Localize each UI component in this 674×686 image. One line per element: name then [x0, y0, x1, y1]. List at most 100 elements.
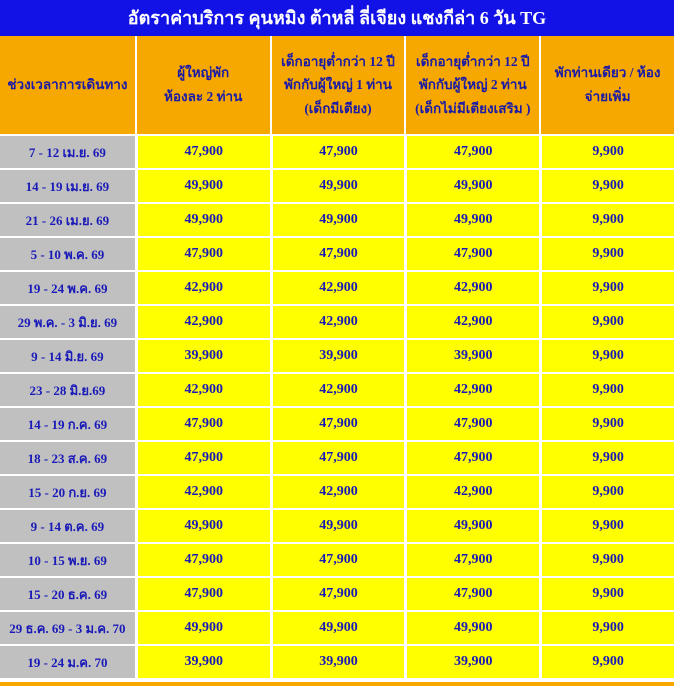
cell-child-with-2-adults: 42,900 — [404, 476, 540, 510]
cell-travel-period: 29 พ.ค. - 3 มิ.ย. 69 — [0, 306, 135, 340]
table-row: 14 - 19 เม.ย. 69 49,900 49,900 49,900 9,900 — [0, 170, 674, 204]
column-header-line: พักท่านเดียว / ห้อง — [554, 65, 661, 81]
cell-child-with-1-adult: 42,900 — [269, 306, 405, 340]
cell-child-with-2-adults: 47,900 — [404, 238, 540, 272]
cell-travel-period: 19 - 24 ม.ค. 70 — [0, 646, 135, 680]
cell-child-with-2-adults: 47,900 — [404, 408, 540, 442]
column-header-line: จ่ายเพิ่ม — [584, 89, 631, 104]
cell-child-with-2-adults: 49,900 — [404, 204, 540, 238]
column-header-child-with-2-adults: เด็กอายุต่ำกว่า 12 ปี พักกับผู้ใหญ่ 2 ท่า… — [404, 36, 540, 136]
cell-child-with-2-adults: 39,900 — [404, 340, 540, 374]
table-row: 18 - 23 ส.ค. 69 47,900 47,900 47,900 9,900 — [0, 442, 674, 476]
cell-travel-period: 9 - 14 ต.ค. 69 — [0, 510, 135, 544]
cell-travel-period: 15 - 20 ธ.ค. 69 — [0, 578, 135, 612]
cell-adult-double: 47,900 — [134, 408, 270, 442]
table-row: 15 - 20 ธ.ค. 69 47,900 47,900 47,900 9,900 — [0, 578, 674, 612]
cell-adult-double: 49,900 — [134, 510, 270, 544]
cell-single-supplement: 9,900 — [539, 170, 674, 204]
cell-child-with-2-adults: 47,900 — [404, 442, 540, 476]
cell-single-supplement: 9,900 — [539, 374, 674, 408]
cell-adult-double: 42,900 — [134, 374, 270, 408]
page-title: อัตราค่าบริการ คุนหมิง ต้าหลี่ ลี่เจียง … — [0, 0, 674, 36]
table-row: 9 - 14 มิ.ย. 69 39,900 39,900 39,900 9,900 — [0, 340, 674, 374]
cell-child-with-2-adults: 49,900 — [404, 510, 540, 544]
cell-child-with-1-adult: 47,900 — [269, 578, 405, 612]
cell-child-with-1-adult: 39,900 — [269, 340, 405, 374]
cell-travel-period: 10 - 15 พ.ย. 69 — [0, 544, 135, 578]
column-header-line: (เด็กมีเตียง) — [304, 100, 372, 116]
cell-travel-period: 14 - 19 ก.ค. 69 — [0, 408, 135, 442]
table-row: 10 - 15 พ.ย. 69 47,900 47,900 47,900 9,900 — [0, 544, 674, 578]
cell-child-with-1-adult: 47,900 — [269, 136, 405, 170]
cell-single-supplement: 9,900 — [539, 510, 674, 544]
cell-single-supplement: 9,900 — [539, 544, 674, 578]
cell-travel-period: 19 - 24 พ.ค. 69 — [0, 272, 135, 306]
cell-child-with-2-adults: 42,900 — [404, 374, 540, 408]
cell-child-with-2-adults: 39,900 — [404, 646, 540, 680]
bottom-strip — [0, 680, 674, 686]
title-row: อัตราค่าบริการ คุนหมิง ต้าหลี่ ลี่เจียง … — [0, 0, 674, 36]
cell-travel-period: 23 - 28 มิ.ย.69 — [0, 374, 135, 408]
cell-child-with-1-adult: 47,900 — [269, 442, 405, 476]
cell-travel-period: 14 - 19 เม.ย. 69 — [0, 170, 135, 204]
cell-adult-double: 42,900 — [134, 272, 270, 306]
column-header-line: (เด็กไม่มีเตียงเสริม ) — [415, 100, 531, 116]
table-row: 19 - 24 ม.ค. 70 39,900 39,900 39,900 9,900 — [0, 646, 674, 680]
cell-travel-period: 7 - 12 เม.ย. 69 — [0, 136, 135, 170]
table-row: 7 - 12 เม.ย. 69 47,900 47,900 47,900 9,900 — [0, 136, 674, 170]
table-row: 5 - 10 พ.ค. 69 47,900 47,900 47,900 9,900 — [0, 238, 674, 272]
cell-adult-double: 47,900 — [134, 136, 270, 170]
cell-single-supplement: 9,900 — [539, 238, 674, 272]
cell-child-with-1-adult: 47,900 — [269, 544, 405, 578]
cell-child-with-1-adult: 49,900 — [269, 204, 405, 238]
column-header-row: ช่วงเวลาการเดินทาง ผู้ใหญ่พัก ห้องละ 2 ท่า… — [0, 36, 674, 136]
cell-child-with-2-adults: 47,900 — [404, 544, 540, 578]
cell-single-supplement: 9,900 — [539, 136, 674, 170]
cell-single-supplement: 9,900 — [539, 476, 674, 510]
cell-adult-double: 49,900 — [134, 204, 270, 238]
cell-travel-period: 9 - 14 มิ.ย. 69 — [0, 340, 135, 374]
cell-adult-double: 39,900 — [134, 340, 270, 374]
column-header-line: ห้องละ 2 ท่าน — [164, 89, 243, 104]
table-row: 21 - 26 เม.ย. 69 49,900 49,900 49,900 9,900 — [0, 204, 674, 238]
cell-adult-double: 47,900 — [134, 544, 270, 578]
cell-single-supplement: 9,900 — [539, 646, 674, 680]
cell-travel-period: 29 ธ.ค. 69 - 3 ม.ค. 70 — [0, 612, 135, 646]
cell-travel-period: 5 - 10 พ.ค. 69 — [0, 238, 135, 272]
cell-single-supplement: 9,900 — [539, 204, 674, 238]
cell-adult-double: 39,900 — [134, 646, 270, 680]
cell-child-with-1-adult: 42,900 — [269, 374, 405, 408]
table-row: 23 - 28 มิ.ย.69 42,900 42,900 42,900 9,900 — [0, 374, 674, 408]
column-header-line: พักกับผู้ใหญ่ 1 ท่าน — [284, 77, 392, 93]
cell-child-with-2-adults: 47,900 — [404, 136, 540, 170]
cell-child-with-2-adults: 42,900 — [404, 272, 540, 306]
table-row: 9 - 14 ต.ค. 69 49,900 49,900 49,900 9,900 — [0, 510, 674, 544]
cell-adult-double: 49,900 — [134, 170, 270, 204]
cell-single-supplement: 9,900 — [539, 306, 674, 340]
cell-child-with-1-adult: 49,900 — [269, 612, 405, 646]
column-header-line: เด็กอายุต่ำกว่า 12 ปี — [415, 53, 530, 69]
cell-travel-period: 15 - 20 ก.ย. 69 — [0, 476, 135, 510]
table-row: 29 พ.ค. - 3 มิ.ย. 69 42,900 42,900 42,900 9,… — [0, 306, 674, 340]
cell-child-with-1-adult: 42,900 — [269, 272, 405, 306]
table-row: 29 ธ.ค. 69 - 3 ม.ค. 70 49,900 49,900 49,900… — [0, 612, 674, 646]
column-header-adult-double: ผู้ใหญ่พัก ห้องละ 2 ท่าน — [134, 36, 270, 136]
table-body: 7 - 12 เม.ย. 69 47,900 47,900 47,900 9,900 14… — [0, 136, 674, 680]
cell-child-with-1-adult: 49,900 — [269, 170, 405, 204]
table-row: 14 - 19 ก.ค. 69 47,900 47,900 47,900 9,900 — [0, 408, 674, 442]
table-row: 15 - 20 ก.ย. 69 42,900 42,900 42,900 9,900 — [0, 476, 674, 510]
cell-child-with-1-adult: 42,900 — [269, 476, 405, 510]
cell-adult-double: 42,900 — [134, 306, 270, 340]
cell-travel-period: 21 - 26 เม.ย. 69 — [0, 204, 135, 238]
cell-child-with-1-adult: 47,900 — [269, 238, 405, 272]
cell-child-with-2-adults: 49,900 — [404, 612, 540, 646]
cell-child-with-2-adults: 49,900 — [404, 170, 540, 204]
cell-child-with-1-adult: 39,900 — [269, 646, 405, 680]
cell-single-supplement: 9,900 — [539, 272, 674, 306]
cell-single-supplement: 9,900 — [539, 408, 674, 442]
cell-adult-double: 47,900 — [134, 578, 270, 612]
cell-child-with-2-adults: 47,900 — [404, 578, 540, 612]
cell-travel-period: 18 - 23 ส.ค. 69 — [0, 442, 135, 476]
column-header-child-with-1-adult: เด็กอายุต่ำกว่า 12 ปี พักกับผู้ใหญ่ 1 ท่า… — [269, 36, 405, 136]
